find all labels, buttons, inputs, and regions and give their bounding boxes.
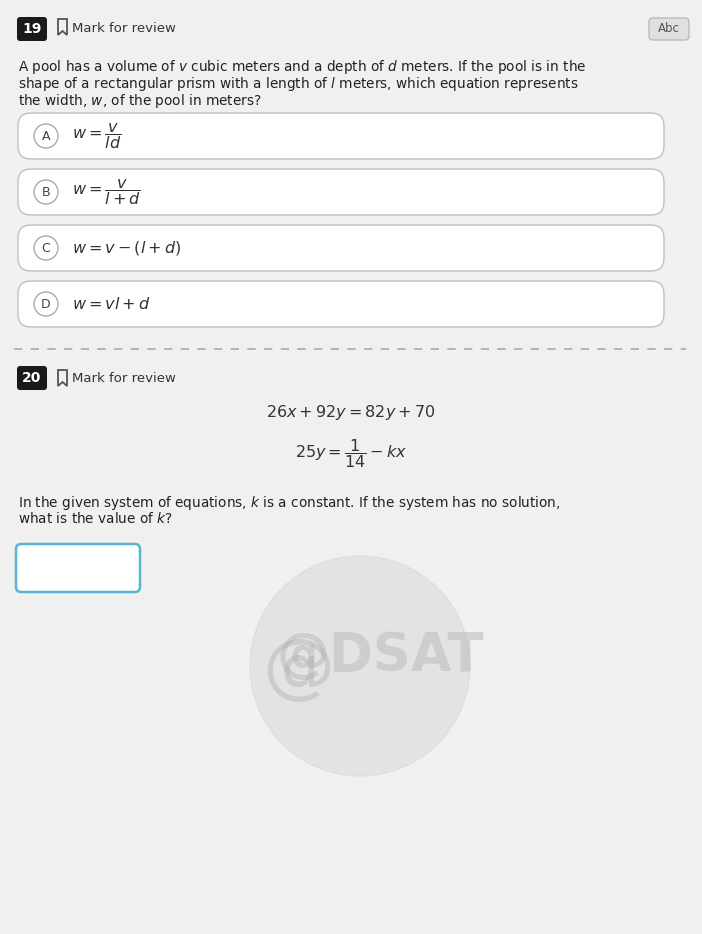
FancyBboxPatch shape [649, 18, 689, 40]
Text: $26x + 92y = 82y + 70$: $26x + 92y = 82y + 70$ [266, 403, 436, 421]
Text: 20: 20 [22, 371, 41, 385]
FancyBboxPatch shape [17, 17, 47, 41]
FancyBboxPatch shape [16, 544, 140, 592]
Circle shape [34, 292, 58, 316]
Text: A pool has a volume of $v$ cubic meters and a depth of $d$ meters. If the pool i: A pool has a volume of $v$ cubic meters … [18, 58, 586, 76]
Text: @DSAT: @DSAT [277, 630, 484, 682]
Text: $w = v-(l+d)$: $w = v-(l+d)$ [72, 239, 181, 257]
Text: Mark for review: Mark for review [72, 372, 176, 385]
FancyBboxPatch shape [18, 225, 664, 271]
Text: @: @ [262, 636, 334, 705]
Text: $w = \dfrac{v}{l+d}$: $w = \dfrac{v}{l+d}$ [72, 177, 141, 207]
Text: Abc: Abc [658, 22, 680, 35]
FancyBboxPatch shape [18, 169, 664, 215]
Circle shape [34, 236, 58, 260]
Text: $w = vl+d$: $w = vl+d$ [72, 296, 150, 312]
Circle shape [34, 124, 58, 148]
Text: $25y = \dfrac{1}{14} - kx$: $25y = \dfrac{1}{14} - kx$ [295, 437, 407, 471]
Text: the width, $w$, of the pool in meters?: the width, $w$, of the pool in meters? [18, 92, 261, 110]
Text: D: D [41, 298, 51, 310]
Circle shape [34, 180, 58, 204]
Text: Mark for review: Mark for review [72, 22, 176, 35]
Text: C: C [41, 242, 51, 254]
FancyBboxPatch shape [17, 366, 47, 390]
Circle shape [250, 556, 470, 776]
Text: A: A [41, 130, 51, 143]
Text: shape of a rectangular prism with a length of $l$ meters, which equation represe: shape of a rectangular prism with a leng… [18, 75, 578, 93]
FancyBboxPatch shape [18, 281, 664, 327]
Text: what is the value of $k$?: what is the value of $k$? [18, 511, 173, 526]
Text: B: B [41, 186, 51, 199]
Text: 19: 19 [22, 22, 41, 36]
FancyBboxPatch shape [18, 113, 664, 159]
Text: $w = \dfrac{v}{ld}$: $w = \dfrac{v}{ld}$ [72, 121, 121, 151]
Text: In the given system of equations, $k$ is a constant. If the system has no soluti: In the given system of equations, $k$ is… [18, 494, 561, 512]
